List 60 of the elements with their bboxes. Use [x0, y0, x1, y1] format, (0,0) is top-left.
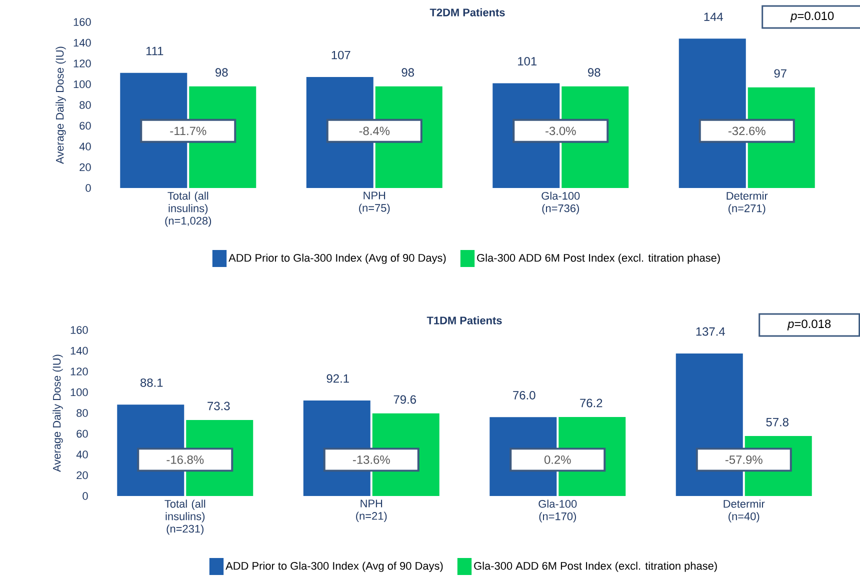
- data-label: 107: [332, 50, 350, 60]
- y-tick-label: 160: [70, 326, 88, 334]
- annotation: -8.4%: [359, 126, 390, 136]
- data-label: 144: [704, 12, 723, 21]
- annotation: -11.7%: [170, 126, 206, 136]
- y-tick-label: 60: [80, 122, 91, 130]
- y-tick-label: 140: [70, 346, 88, 355]
- legend-label: Gla-300 ADD 6M Post Index (excl. titration phase): [474, 562, 717, 572]
- y-tick-label: 40: [79, 142, 91, 150]
- y-tick-label: 100: [70, 388, 88, 396]
- y-tick-label: 120: [70, 368, 88, 376]
- y-tick-label: 40: [76, 450, 88, 458]
- x-tick-label: Gla-100 (n=170): [538, 500, 577, 522]
- x-tick-label: NPH (n=21): [356, 500, 387, 522]
- data-label: 76.0: [513, 391, 536, 400]
- x-tick-label: Gla-100 (n=736): [542, 192, 580, 214]
- data-label: 137.4: [696, 327, 725, 336]
- data-label: 98: [588, 68, 600, 77]
- y-axis-title: Average Daily Dose (IU): [52, 354, 63, 472]
- y-tick-label: 80: [80, 101, 91, 109]
- data-label: 79.6: [394, 395, 416, 404]
- annotation: -3.0%: [546, 126, 576, 136]
- annotation: p=0.018: [787, 320, 831, 330]
- annotation: -57.9%: [725, 455, 762, 464]
- y-tick-label: 20: [76, 471, 88, 480]
- annotation: -16.8%: [166, 455, 204, 464]
- data-label: 98: [216, 68, 228, 77]
- x-tick-label: Total (all insulins) (n=231): [164, 500, 206, 535]
- data-label: 111: [146, 46, 164, 56]
- y-tick-label: 0: [82, 492, 88, 500]
- data-label: 101: [518, 57, 537, 66]
- annotation: 0.2%: [544, 455, 571, 464]
- data-label: 88.1: [140, 378, 163, 387]
- data-label: 98: [402, 68, 414, 77]
- data-label: 92.1: [326, 374, 349, 383]
- annotation: p=0.010: [790, 12, 834, 22]
- annotation: -13.6%: [352, 455, 390, 464]
- data-label: 76.2: [580, 398, 602, 408]
- legend-label: ADD Prior to Gla-300 Index (Avg of 90 Days): [226, 562, 443, 572]
- x-tick-label: Determir (n=40): [724, 500, 765, 522]
- legend-label: ADD Prior to Gla-300 Index (Avg of 90 Days): [228, 254, 446, 264]
- y-tick-label: 120: [74, 60, 91, 68]
- data-label: 73.3: [208, 402, 230, 410]
- y-tick-label: 100: [74, 80, 91, 88]
- x-tick-label: Total (all insulins) (n=1,028): [165, 192, 212, 227]
- x-tick-label: NPH (n=75): [359, 192, 390, 214]
- chart-title: T1DM Patients: [426, 316, 502, 324]
- chart-title: T2DM Patients: [430, 8, 505, 16]
- data-label: 57.8: [766, 418, 788, 426]
- y-tick-label: 0: [86, 184, 91, 192]
- legend-label: Gla-300 ADD 6M Post Index (excl. titration phase): [477, 254, 720, 264]
- y-axis-title: Average Daily Dose (IU): [56, 46, 66, 164]
- x-tick-label: Determir (n=271): [726, 192, 768, 214]
- annotation: -32.6%: [728, 126, 766, 136]
- data-label: 97: [774, 69, 786, 78]
- y-tick-label: 20: [80, 163, 91, 172]
- y-tick-label: 80: [76, 409, 88, 417]
- y-tick-label: 140: [74, 38, 91, 47]
- y-tick-label: 60: [76, 430, 88, 438]
- y-tick-label: 160: [74, 18, 91, 26]
